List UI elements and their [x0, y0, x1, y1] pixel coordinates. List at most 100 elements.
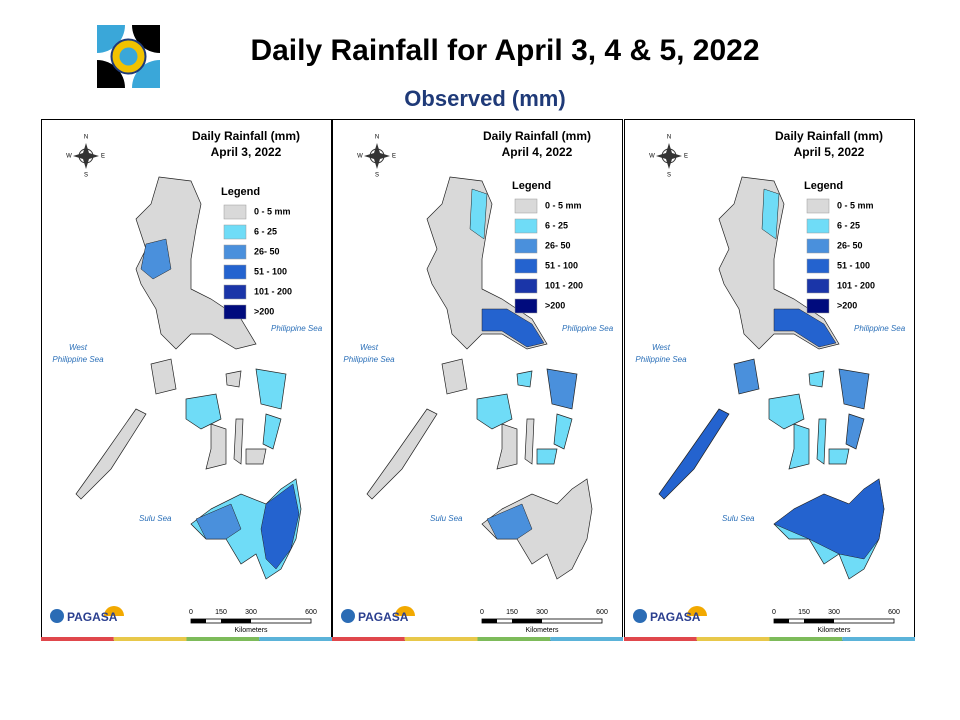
map-heading: Daily Rainfall (mm) — [775, 129, 883, 143]
legend-label: 26- 50 — [545, 240, 571, 250]
scale-label: 600 — [596, 609, 608, 616]
legend-swatch — [806, 278, 830, 294]
legend-label: 6 - 25 — [545, 220, 568, 230]
pagasa-logo: PAGASA — [341, 606, 415, 624]
island — [845, 413, 865, 450]
island — [233, 418, 244, 465]
compass-w: W — [357, 154, 363, 160]
legend-swatch — [223, 304, 247, 320]
sea-label: Sulu Sea — [722, 514, 755, 523]
legend-swatch — [806, 258, 830, 274]
rain-area — [260, 483, 300, 570]
rain-area — [761, 188, 780, 240]
map-date: April 3, 2022 — [211, 145, 282, 159]
scale-label: 0 — [772, 609, 776, 616]
legend-swatch — [514, 258, 538, 274]
legend-swatch — [806, 238, 830, 254]
legend-swatch — [223, 244, 247, 260]
compass-rose — [364, 143, 390, 169]
compass-rose — [656, 143, 682, 169]
compass-n: N — [84, 135, 88, 141]
color-strip — [696, 637, 770, 641]
header-logo — [97, 25, 160, 88]
compass-n: N — [375, 135, 379, 141]
island — [808, 370, 825, 388]
island — [546, 368, 578, 410]
sea-label: West — [652, 343, 671, 352]
scale-label: 150 — [798, 609, 810, 616]
legend-label: 0 - 5 mm — [545, 200, 582, 210]
compass-s: S — [375, 173, 379, 179]
map-panel: Daily Rainfall (mm) April 3, 2022 N S E W Lege… — [41, 119, 332, 641]
compass-ring — [78, 148, 94, 164]
sea-label: West — [360, 343, 379, 352]
legend-swatch — [223, 204, 247, 220]
rain-area — [469, 188, 488, 240]
legend-label: 101 - 200 — [254, 286, 292, 296]
color-strip — [477, 637, 551, 641]
legend-swatch — [514, 198, 538, 214]
compass-ring — [369, 148, 385, 164]
scale-unit: Kilometers — [525, 627, 559, 634]
scale-bar-fill — [482, 619, 497, 623]
color-strip — [186, 637, 260, 641]
compass-rose — [73, 143, 99, 169]
rain-area — [773, 478, 885, 560]
map-heading: Daily Rainfall (mm) — [192, 129, 300, 143]
compass-ring — [661, 148, 677, 164]
logo-mark — [50, 609, 64, 623]
scale-unit: Kilometers — [817, 627, 851, 634]
legend-label: 0 - 5 mm — [837, 200, 874, 210]
sea-label: Philippine Sea — [271, 324, 323, 333]
compass-e: E — [101, 154, 105, 160]
compass: N S E W — [66, 135, 105, 179]
scale-label: 600 — [305, 609, 317, 616]
scale-bar-fill — [804, 619, 834, 623]
island — [828, 448, 850, 465]
slide-subtitle: Observed (mm) — [404, 86, 565, 111]
logo-mark — [341, 609, 355, 623]
island — [366, 408, 438, 500]
legend-label: >200 — [837, 300, 857, 310]
sea-label: Philippine Sea — [52, 355, 104, 364]
compass-s: S — [84, 173, 88, 179]
pagasa-logo: PAGASA — [633, 606, 707, 624]
legend-label: >200 — [545, 300, 565, 310]
legend-title: Legend — [512, 180, 551, 192]
map-date: April 5, 2022 — [794, 145, 865, 159]
scale-bar-fill — [512, 619, 542, 623]
scale-bar-fill — [774, 619, 789, 623]
legend-label: 26- 50 — [254, 246, 280, 256]
logo-text: PAGASA — [358, 610, 409, 624]
legend-label: 51 - 100 — [254, 266, 287, 276]
rain-area — [481, 308, 545, 348]
island — [205, 423, 227, 470]
scale-label: 300 — [828, 609, 840, 616]
map-panel: Daily Rainfall (mm) April 4, 2022 N S E W Lege… — [332, 119, 623, 641]
scale-label: 0 — [189, 609, 193, 616]
compass-n: N — [667, 135, 671, 141]
legend-swatch — [223, 224, 247, 240]
legend-swatch — [223, 284, 247, 300]
rain-area — [195, 503, 242, 540]
scale-bar-fill — [191, 619, 206, 623]
sea-label: Sulu Sea — [430, 514, 463, 523]
scale-unit: Kilometers — [234, 627, 268, 634]
logo-text: PAGASA — [650, 610, 701, 624]
logo-umbrella — [395, 606, 415, 616]
legend-swatch — [514, 298, 538, 314]
legend-label: 101 - 200 — [837, 280, 875, 290]
island — [255, 368, 287, 410]
legend-label: 51 - 100 — [545, 260, 578, 270]
compass-w: W — [649, 154, 655, 160]
compass-w: W — [66, 154, 72, 160]
color-strip — [259, 637, 332, 641]
sea-label: Sulu Sea — [139, 514, 172, 523]
pagasa-logo: PAGASA — [50, 606, 124, 624]
legend-swatch — [806, 198, 830, 214]
map-panel: Daily Rainfall (mm) April 5, 2022 N S E W Lege… — [624, 119, 915, 641]
island — [245, 448, 267, 465]
island — [658, 408, 730, 500]
island — [75, 408, 147, 500]
rain-area — [140, 238, 172, 280]
